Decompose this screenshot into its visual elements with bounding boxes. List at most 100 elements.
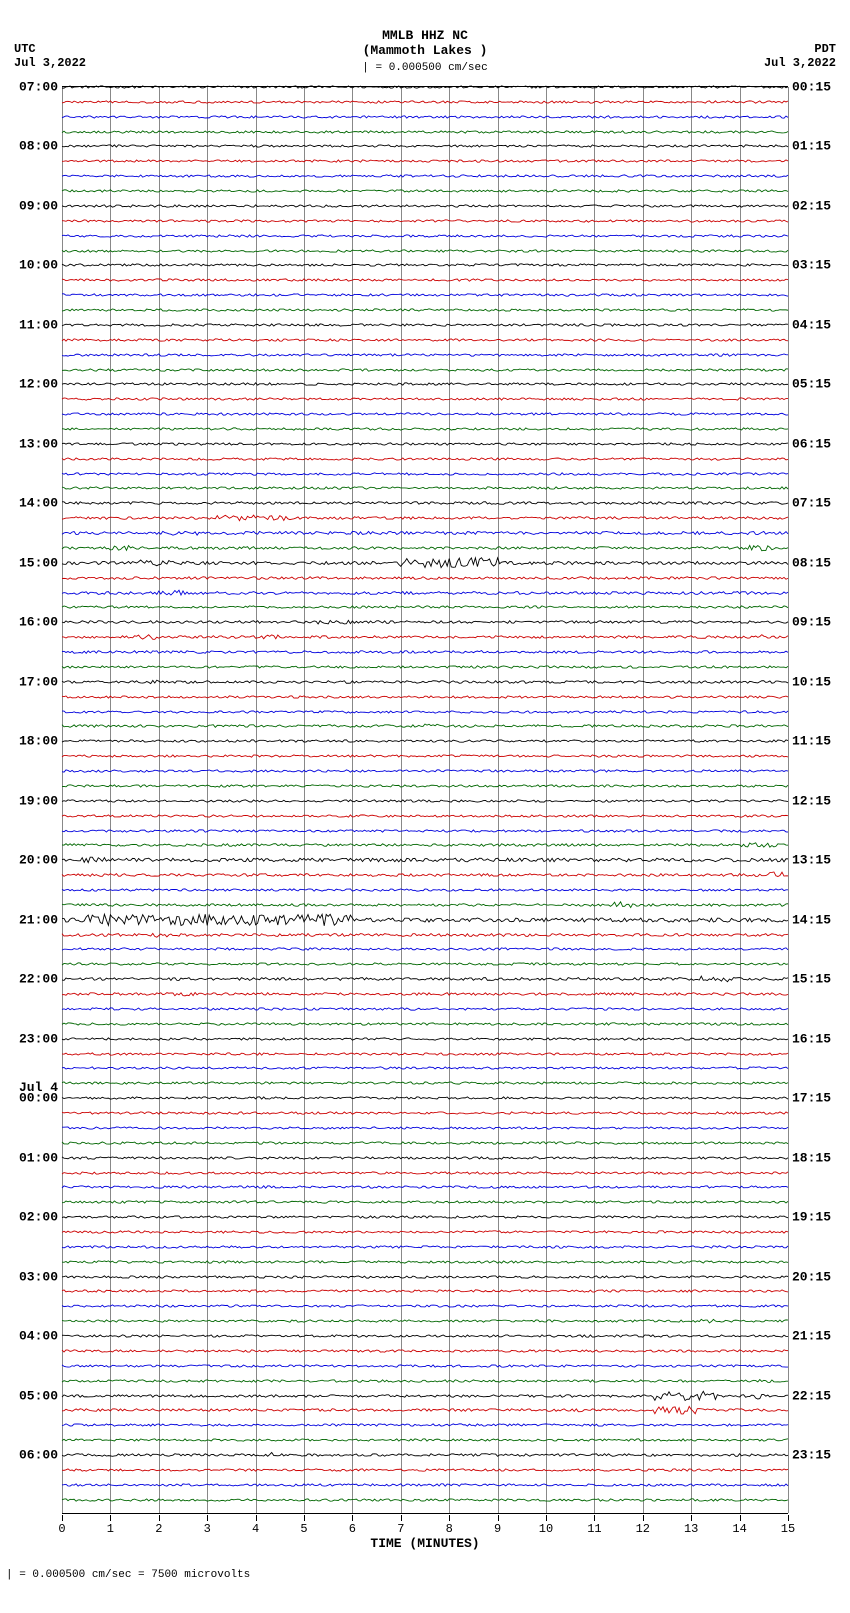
x-tick-label: 14 <box>730 1522 750 1536</box>
header: MMLB HHZ NC (Mammoth Lakes ) | = 0.00050… <box>0 0 850 74</box>
utc-hour-label: 06:00 <box>10 1448 58 1463</box>
seismic-trace <box>62 229 788 243</box>
seismic-trace <box>62 1210 788 1224</box>
local-hour-label: 20:15 <box>792 1269 836 1284</box>
seismic-trace <box>62 600 788 614</box>
seismic-trace <box>62 1329 788 1343</box>
utc-hour-label: 01:00 <box>10 1150 58 1165</box>
scale-bar-icon: | <box>362 62 369 74</box>
date-left: Jul 3,2022 <box>14 56 86 70</box>
seismic-trace <box>62 481 788 495</box>
seismic-trace <box>62 1166 788 1180</box>
seismic-trace <box>62 437 788 451</box>
seismic-trace <box>62 1359 788 1373</box>
seismic-trace <box>62 1463 788 1477</box>
utc-hour-label: 04:00 <box>10 1329 58 1344</box>
gridline <box>788 87 789 1513</box>
x-tick <box>401 1515 402 1521</box>
local-hour-label: 07:15 <box>792 496 836 511</box>
seismic-trace <box>62 288 788 302</box>
seismic-trace <box>62 125 788 139</box>
seismic-trace <box>62 1225 788 1239</box>
utc-hour-label: 23:00 <box>10 1031 58 1046</box>
seismic-trace <box>62 660 788 674</box>
seismic-trace <box>62 928 788 942</box>
seismic-trace <box>62 1151 788 1165</box>
seismic-trace <box>62 333 788 347</box>
x-tick-label: 9 <box>488 1522 508 1536</box>
seismic-trace <box>62 645 788 659</box>
utc-hour-label: 13:00 <box>10 436 58 451</box>
x-tick-label: 10 <box>536 1522 556 1536</box>
local-hour-label: 13:15 <box>792 853 836 868</box>
seismic-trace <box>62 690 788 704</box>
local-hour-label: 16:15 <box>792 1031 836 1046</box>
seismic-trace <box>62 244 788 258</box>
local-hour-label: 15:15 <box>792 972 836 987</box>
seismic-trace <box>62 1448 788 1462</box>
seismic-trace <box>62 511 788 525</box>
seismic-trace <box>62 1017 788 1031</box>
utc-hour-label: 00:00 <box>10 1091 58 1106</box>
utc-hour-label: 05:00 <box>10 1388 58 1403</box>
local-hour-label: 06:15 <box>792 436 836 451</box>
x-tick <box>207 1515 208 1521</box>
seismic-trace <box>62 348 788 362</box>
x-tick-label: 12 <box>633 1522 653 1536</box>
local-hour-label: 05:15 <box>792 377 836 392</box>
seismic-trace <box>62 392 788 406</box>
local-hour-label: 12:15 <box>792 793 836 808</box>
utc-hour-label: 09:00 <box>10 198 58 213</box>
seismic-trace <box>62 258 788 272</box>
seismic-trace <box>62 169 788 183</box>
utc-hour-label: 22:00 <box>10 972 58 987</box>
seismic-trace <box>62 95 788 109</box>
scale-bar-icon: | <box>6 1569 13 1581</box>
seismic-trace <box>62 1180 788 1194</box>
x-tick <box>498 1515 499 1521</box>
seismic-trace <box>62 139 788 153</box>
seismic-trace <box>62 1136 788 1150</box>
local-hour-label: 22:15 <box>792 1388 836 1403</box>
utc-hour-label: 17:00 <box>10 674 58 689</box>
x-tick-label: 8 <box>439 1522 459 1536</box>
seismic-trace <box>62 898 788 912</box>
x-tick <box>304 1515 305 1521</box>
seismic-trace <box>62 972 788 986</box>
local-hour-label: 09:15 <box>792 615 836 630</box>
utc-hour-label: 18:00 <box>10 734 58 749</box>
local-hour-label: 04:15 <box>792 317 836 332</box>
seismic-trace <box>62 719 788 733</box>
seismic-trace <box>62 452 788 466</box>
x-tick <box>594 1515 595 1521</box>
x-tick <box>110 1515 111 1521</box>
x-tick-label: 7 <box>391 1522 411 1536</box>
seismic-trace <box>62 1433 788 1447</box>
seismic-trace <box>62 615 788 629</box>
seismic-trace <box>62 1374 788 1388</box>
seismic-trace <box>62 1299 788 1313</box>
seismic-trace <box>62 675 788 689</box>
x-axis-title: TIME (MINUTES) <box>0 1536 850 1551</box>
seismic-trace <box>62 1418 788 1432</box>
x-tick-label: 4 <box>246 1522 266 1536</box>
utc-hour-label: 03:00 <box>10 1269 58 1284</box>
local-hour-label: 02:15 <box>792 198 836 213</box>
utc-hour-label: 07:00 <box>10 80 58 95</box>
local-hour-label: 18:15 <box>792 1150 836 1165</box>
seismic-trace <box>62 987 788 1001</box>
x-tick <box>546 1515 547 1521</box>
utc-hour-label: 15:00 <box>10 555 58 570</box>
seismic-trace <box>62 1493 788 1507</box>
seismic-trace <box>62 1032 788 1046</box>
local-hour-label: 17:15 <box>792 1091 836 1106</box>
x-tick-label: 6 <box>342 1522 362 1536</box>
local-hour-label: 11:15 <box>792 734 836 749</box>
seismic-trace <box>62 571 788 585</box>
x-tick <box>159 1515 160 1521</box>
seismic-trace <box>62 868 788 882</box>
x-tick-label: 3 <box>197 1522 217 1536</box>
local-hour-label: 21:15 <box>792 1329 836 1344</box>
x-tick-label: 5 <box>294 1522 314 1536</box>
seismic-trace <box>62 794 788 808</box>
